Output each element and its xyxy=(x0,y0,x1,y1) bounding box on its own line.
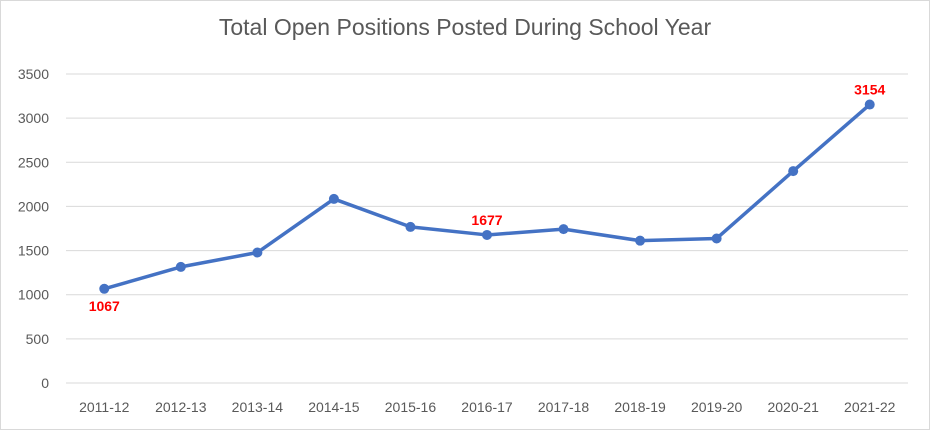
gridlines xyxy=(66,73,908,384)
data-point xyxy=(328,193,339,204)
x-tick-label: 2012-13 xyxy=(155,399,207,415)
x-tick-label: 2021-22 xyxy=(844,399,896,415)
data-label: 1067 xyxy=(89,298,120,314)
data-point xyxy=(788,166,799,177)
series-line xyxy=(102,102,872,291)
data-point xyxy=(558,224,569,235)
x-tick-label: 2019-20 xyxy=(691,399,743,415)
data-point xyxy=(175,261,186,272)
x-tick-label: 2017-18 xyxy=(538,399,590,415)
x-tick-label: 2011-12 xyxy=(79,399,130,415)
data-point xyxy=(711,233,722,244)
data-point xyxy=(405,221,416,232)
y-tick-label: 500 xyxy=(26,331,50,347)
x-tick-label: 2013-14 xyxy=(232,399,284,415)
x-tick-label: 2015-16 xyxy=(385,399,437,415)
x-tick-label: 2014-15 xyxy=(308,399,360,415)
x-axis-ticks: 2011-12 2012-13 2013-14 2014-15 2015-16 2016-… xyxy=(79,399,896,415)
y-tick-label: 1000 xyxy=(18,287,49,303)
y-tick-label: 3500 xyxy=(18,66,49,82)
data-label: 1677 xyxy=(471,212,502,228)
y-tick-label: 2000 xyxy=(18,198,49,214)
y-tick-label: 2500 xyxy=(18,154,49,170)
y-tick-label: 1500 xyxy=(18,243,49,259)
data-label: 3154 xyxy=(854,82,885,98)
x-tick-label: 2016-17 xyxy=(461,399,513,415)
x-tick-label: 2020-21 xyxy=(767,399,819,415)
y-axis-ticks: 0 500 1000 1500 2000 2500 3000 3500 xyxy=(18,66,49,391)
data-point xyxy=(482,229,492,240)
data-point xyxy=(252,247,263,258)
chart-title: Total Open Positions Posted During Schoo… xyxy=(218,14,712,40)
x-tick-label: 2018-19 xyxy=(614,399,666,415)
y-tick-label: 3000 xyxy=(18,110,49,126)
data-point xyxy=(635,235,646,246)
data-labels: 1067 1677 3154 xyxy=(89,82,886,314)
y-tick-label: 0 xyxy=(41,375,49,391)
series-line-group xyxy=(99,99,875,294)
data-point xyxy=(99,283,110,294)
data-point xyxy=(864,99,875,110)
